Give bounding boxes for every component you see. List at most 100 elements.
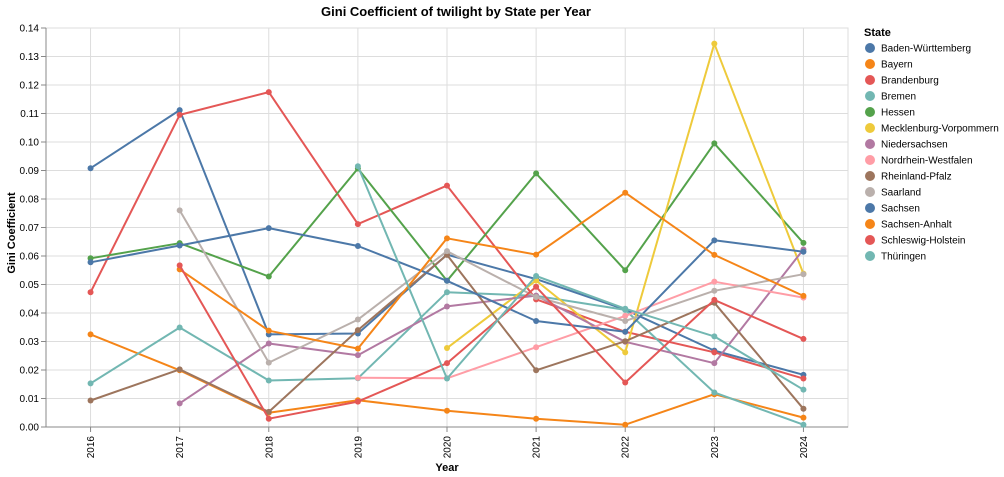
legend-item: Rheinland-Pfalz bbox=[865, 171, 952, 183]
data-point bbox=[176, 262, 183, 269]
legend-label: Thüringen bbox=[881, 252, 926, 263]
x-tick-label: 2016 bbox=[86, 436, 97, 459]
series-sachsen-anhalt bbox=[176, 189, 807, 352]
data-point bbox=[444, 182, 450, 189]
data-point bbox=[87, 380, 94, 387]
data-point bbox=[533, 317, 540, 324]
data-point bbox=[800, 405, 807, 412]
legend-symbol bbox=[865, 91, 875, 101]
data-point bbox=[800, 271, 807, 278]
series-nordrhein-westfalen bbox=[354, 278, 807, 382]
y-tick-label: 0.06 bbox=[20, 252, 40, 263]
legend-symbol bbox=[865, 75, 875, 85]
series-line bbox=[178, 264, 804, 420]
data-point bbox=[622, 189, 629, 196]
x-tick-label: 2019 bbox=[353, 436, 364, 459]
data-point bbox=[444, 360, 450, 367]
legend-label: Rheinland-Pfalz bbox=[881, 172, 952, 183]
data-point bbox=[711, 140, 718, 147]
data-point bbox=[444, 407, 450, 414]
legend-label: Hessen bbox=[881, 108, 915, 119]
data-point bbox=[533, 344, 540, 351]
y-tick-label: 0.09 bbox=[20, 166, 40, 177]
y-axis-title: Gini Coefficient bbox=[6, 192, 18, 274]
data-point bbox=[800, 239, 807, 246]
legend-symbol bbox=[865, 155, 875, 165]
legend-symbol bbox=[865, 139, 875, 149]
data-point bbox=[622, 312, 629, 319]
legend-symbol bbox=[865, 123, 875, 133]
legend-item: Schleswig-Holstein bbox=[865, 235, 965, 247]
data-point bbox=[354, 327, 361, 334]
legend-title: State bbox=[864, 27, 891, 39]
data-point bbox=[533, 170, 540, 177]
legend-label: Brandenburg bbox=[881, 76, 939, 87]
data-point bbox=[800, 375, 807, 382]
legend-symbol bbox=[865, 43, 875, 53]
legend-label: Sachsen-Anhalt bbox=[881, 220, 952, 231]
legend-item: Bayern bbox=[865, 59, 913, 71]
grid-layer bbox=[45, 27, 849, 428]
data-point bbox=[444, 375, 450, 382]
series-thuringen bbox=[354, 163, 807, 393]
y-tick-label: 0.05 bbox=[20, 280, 40, 291]
data-point bbox=[444, 303, 450, 310]
x-tick-label: 2022 bbox=[621, 436, 632, 459]
legend-label: Mecklenburg-Vorpommern bbox=[881, 124, 999, 135]
y-tick-label: 0.04 bbox=[20, 309, 40, 320]
series-sachsen bbox=[87, 225, 807, 335]
data-point bbox=[354, 221, 361, 228]
data-point bbox=[800, 335, 807, 342]
series-line bbox=[357, 280, 804, 380]
data-point bbox=[533, 251, 540, 258]
series-line bbox=[178, 209, 804, 364]
legend-label: Bremen bbox=[881, 92, 916, 103]
y-tick-label: 0.07 bbox=[20, 223, 40, 234]
data-point bbox=[622, 379, 629, 386]
data-point bbox=[622, 349, 629, 356]
data-point bbox=[87, 331, 94, 338]
data-point bbox=[533, 272, 540, 279]
data-point bbox=[711, 251, 718, 258]
legend-item: Niedersachsen bbox=[865, 139, 948, 151]
data-point bbox=[711, 349, 718, 356]
y-tick-label: 0.10 bbox=[20, 138, 40, 149]
legend-item: Saarland bbox=[865, 187, 921, 199]
legend-symbol bbox=[865, 187, 875, 197]
series-line bbox=[356, 165, 804, 391]
y-tick-label: 0.13 bbox=[20, 52, 40, 63]
data-point bbox=[265, 359, 272, 366]
legend: State Baden-Württemberg Bayern Brandenburg… bbox=[864, 27, 999, 263]
x-tick-label: 2024 bbox=[799, 436, 810, 459]
data-point bbox=[354, 345, 361, 352]
legend-symbol bbox=[865, 219, 875, 229]
data-point bbox=[354, 352, 361, 359]
x-tick-label: 2021 bbox=[532, 436, 543, 459]
y-tick-label: 0.11 bbox=[20, 109, 39, 120]
data-point bbox=[800, 414, 807, 421]
data-point bbox=[444, 248, 450, 255]
data-point bbox=[533, 294, 540, 301]
y-tick-label: 0.03 bbox=[20, 337, 40, 348]
data-point bbox=[622, 338, 629, 345]
data-point bbox=[265, 89, 272, 96]
data-point bbox=[87, 397, 94, 404]
y-tick-label: 0.08 bbox=[20, 195, 40, 206]
data-point bbox=[622, 267, 629, 274]
chart-title: Gini Coefficient of twilight by State pe… bbox=[321, 4, 591, 19]
data-point bbox=[354, 163, 361, 170]
data-point bbox=[711, 278, 718, 285]
y-tick-label: 0.12 bbox=[20, 81, 40, 92]
data-point bbox=[354, 316, 361, 323]
data-point bbox=[444, 345, 450, 352]
data-point bbox=[176, 111, 183, 118]
data-point bbox=[265, 408, 272, 415]
legend-item: Sachsen bbox=[865, 203, 920, 215]
axis-layer: 0.00 0.01 0.02 0.03 0.04 0.05 0.06 0.07 0.08 0.09… bbox=[20, 24, 848, 459]
data-point bbox=[533, 283, 540, 290]
y-tick-label: 0.14 bbox=[20, 24, 40, 35]
x-tick-label: 2018 bbox=[264, 436, 275, 459]
legend-label: Saarland bbox=[881, 188, 921, 199]
data-point bbox=[176, 366, 183, 373]
x-tick-label: 2023 bbox=[710, 436, 721, 459]
